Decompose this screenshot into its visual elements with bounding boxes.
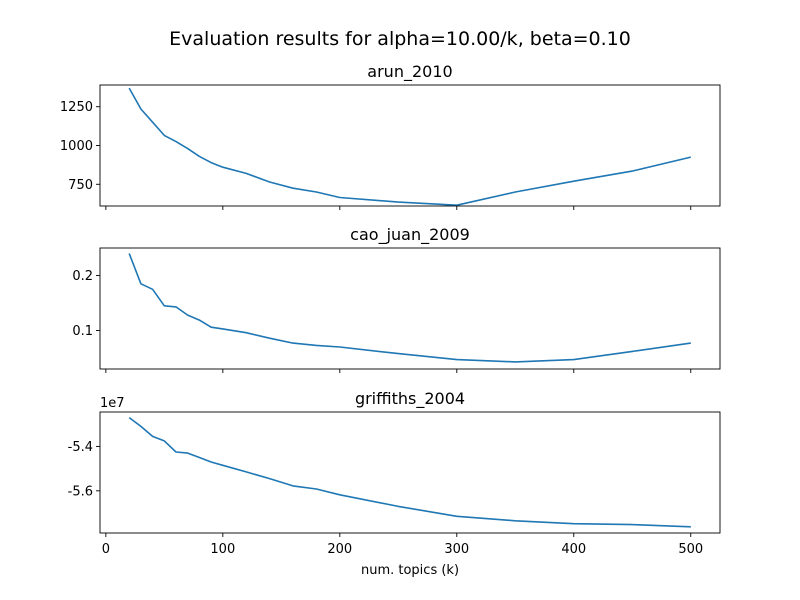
series-line bbox=[128, 416, 691, 528]
subplot-cao_juan_2009: cao_juan_2009 0.1 0.2 bbox=[72, 225, 721, 373]
subplot-title: arun_2010 bbox=[367, 62, 452, 82]
figure-title: Evaluation results for alpha=10.00/k, be… bbox=[169, 28, 631, 50]
series-line bbox=[128, 253, 691, 363]
x-tick-label: 400 bbox=[561, 542, 586, 557]
x-tick-label: 200 bbox=[327, 542, 352, 557]
x-axis-label: num. topics (k) bbox=[361, 563, 459, 578]
x-tick-label: 100 bbox=[210, 542, 235, 557]
y-tick-label: 1250 bbox=[60, 100, 93, 115]
y-tick-label: 750 bbox=[68, 178, 93, 193]
axes-frame bbox=[99, 84, 721, 207]
y-tick-label: -5.4 bbox=[68, 440, 93, 455]
y-axis-offset-text: 1e7 bbox=[100, 396, 125, 411]
subplot-title: griffiths_2004 bbox=[355, 389, 465, 409]
y-tick-label: 0.2 bbox=[72, 269, 93, 284]
subplot-griffiths_2004: griffiths_2004 -5.6 -5.4 0 100 200 300 400 500 1e… bbox=[68, 389, 721, 557]
subplots: arun_201075010001250cao_juan_20090.10.2g… bbox=[60, 62, 721, 557]
y-tick-label: -5.6 bbox=[68, 484, 93, 499]
subplot-title: cao_juan_2009 bbox=[350, 225, 470, 245]
subplot-arun_2010: arun_2010 750 1000 1250 bbox=[60, 62, 721, 210]
x-tick-label: 0 bbox=[102, 542, 110, 557]
x-tick-label: 500 bbox=[678, 542, 703, 557]
axes-frame bbox=[99, 247, 721, 370]
axes-frame bbox=[99, 411, 721, 534]
y-tick-label: 1000 bbox=[60, 139, 93, 154]
series-line bbox=[128, 87, 691, 206]
x-tick-label: 300 bbox=[444, 542, 469, 557]
y-tick-label: 0.1 bbox=[72, 324, 93, 339]
